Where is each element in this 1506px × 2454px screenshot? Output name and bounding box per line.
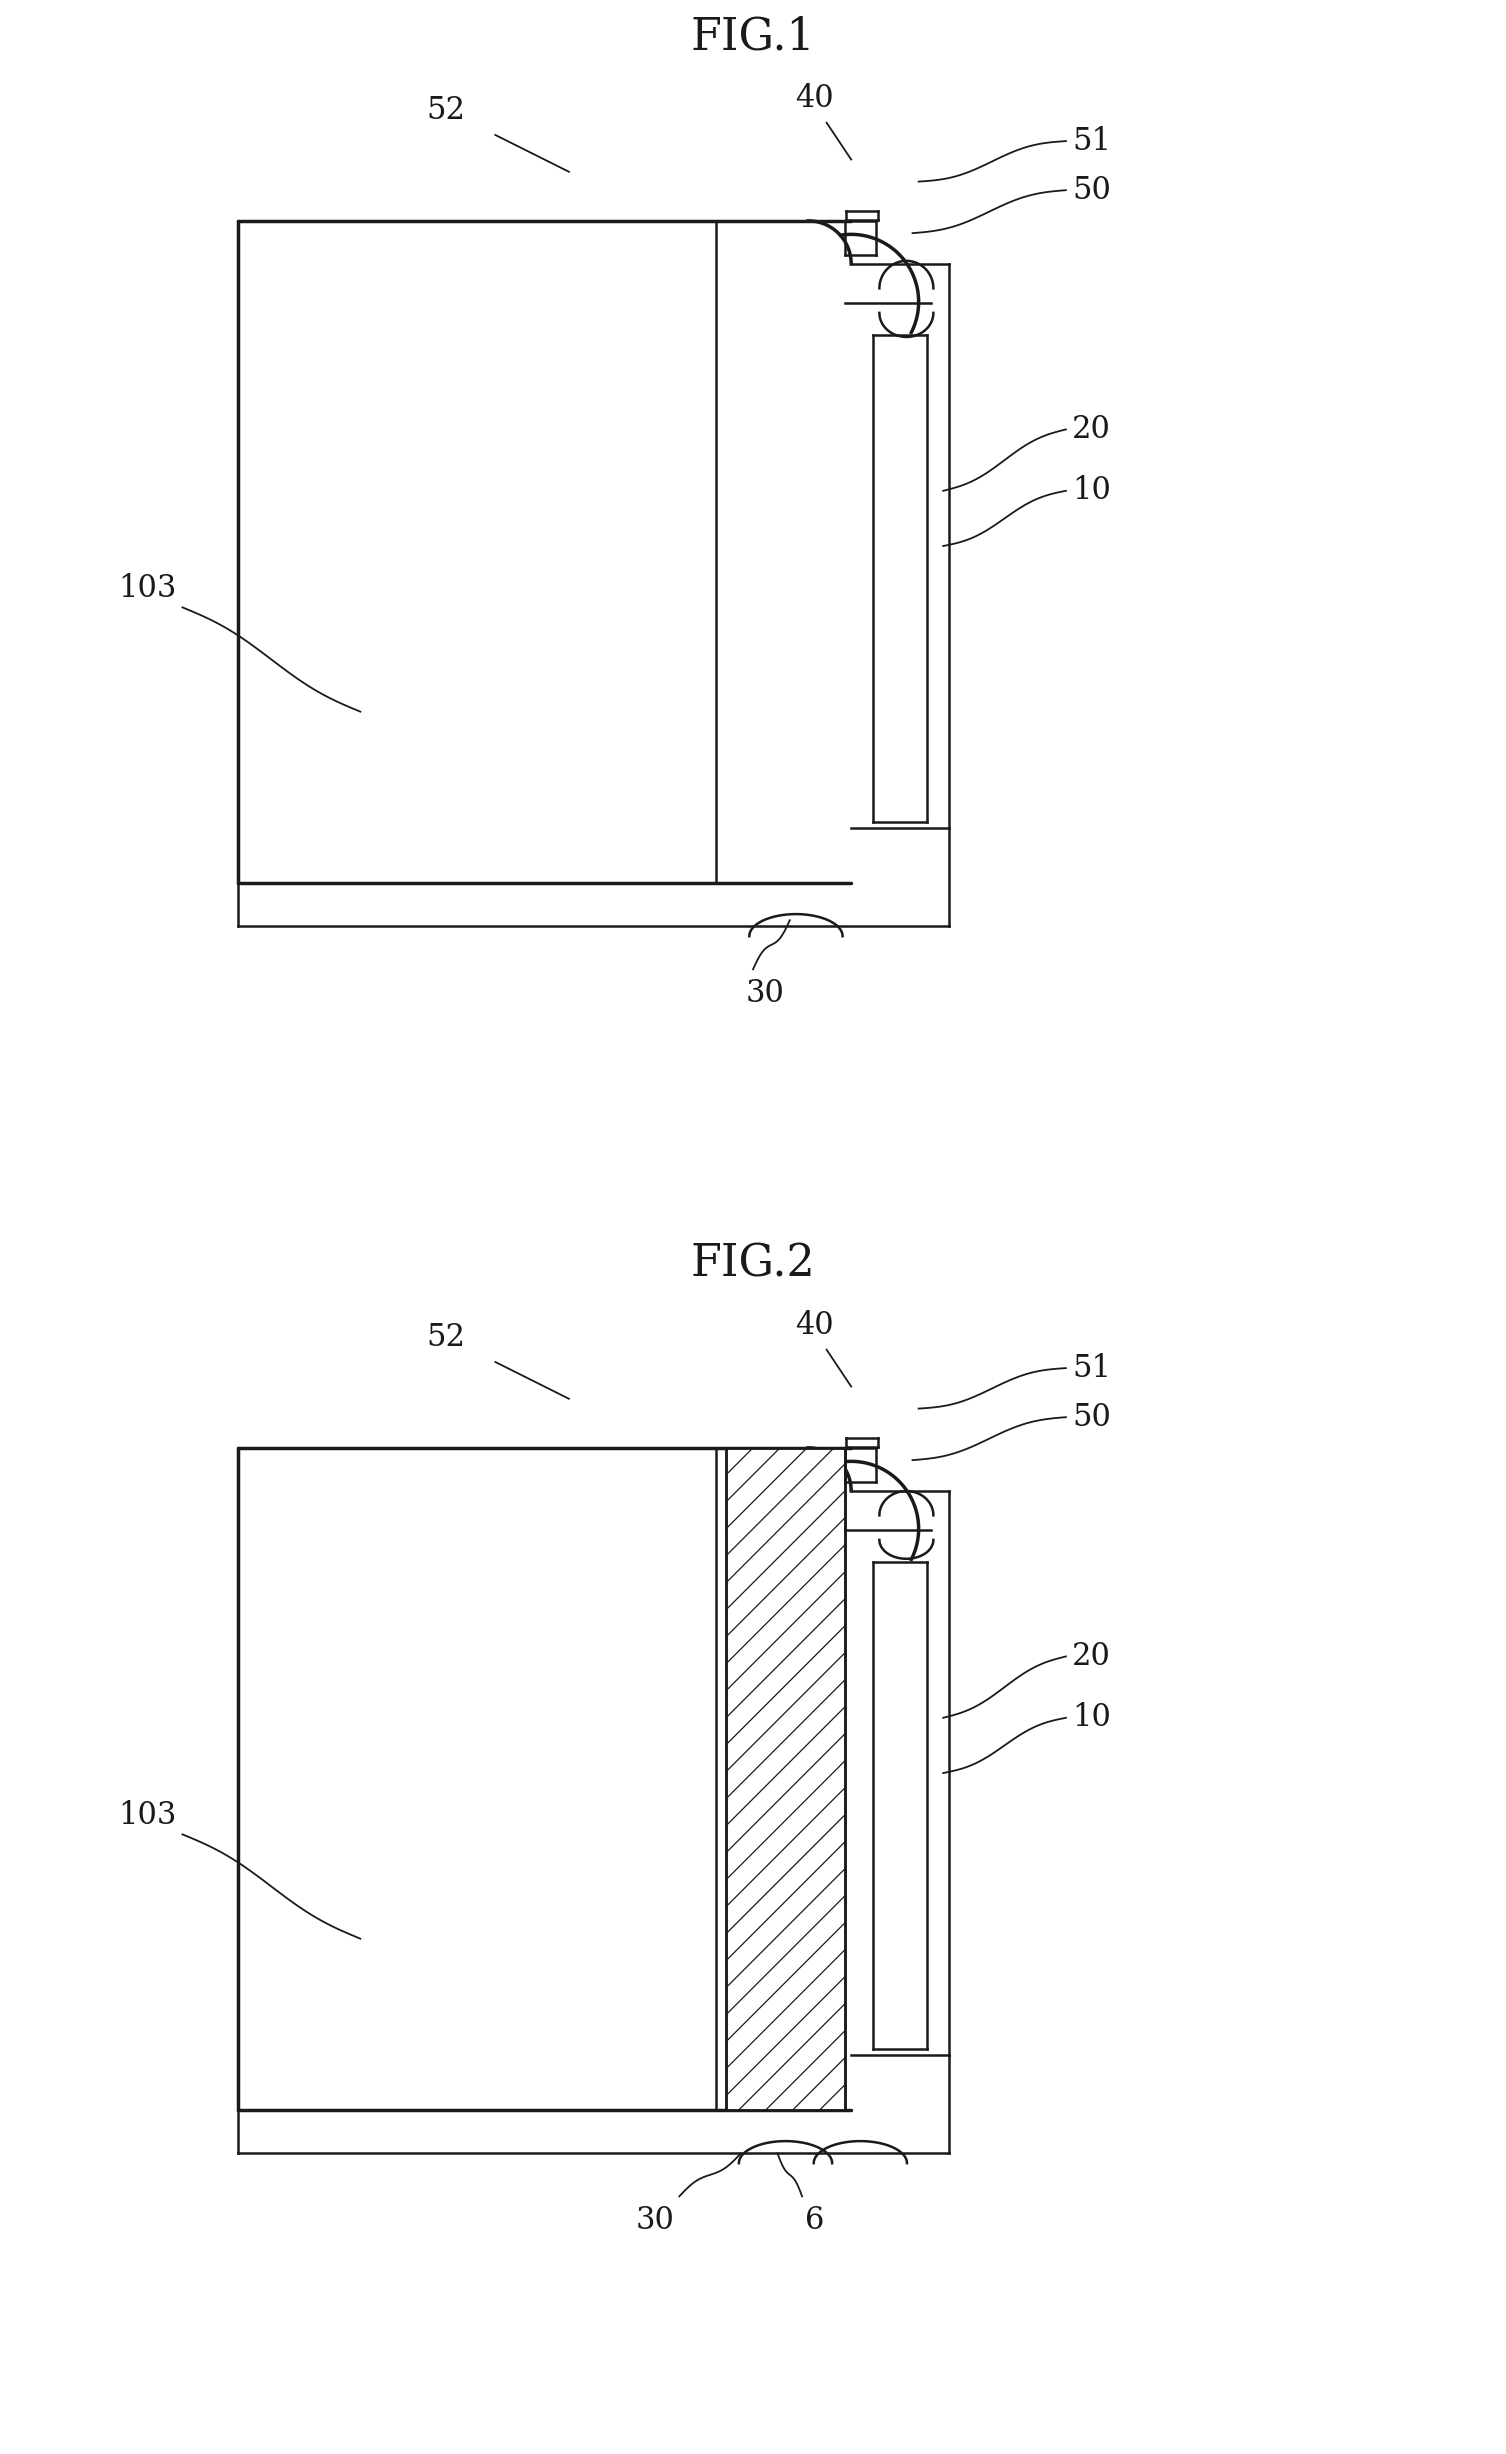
Text: 30: 30 [636, 2206, 675, 2236]
Text: 30: 30 [745, 979, 785, 1009]
Text: 103: 103 [117, 574, 176, 604]
Polygon shape [726, 1448, 845, 2110]
Text: 6: 6 [804, 2206, 824, 2236]
Text: 52: 52 [426, 96, 465, 125]
Text: 20: 20 [1072, 415, 1111, 444]
Text: 50: 50 [1072, 1401, 1111, 1433]
Text: FIG.2: FIG.2 [691, 1242, 815, 1286]
Text: 51: 51 [1072, 125, 1111, 157]
Text: 40: 40 [795, 83, 834, 113]
Text: 10: 10 [1072, 1703, 1111, 1733]
Text: 51: 51 [1072, 1352, 1111, 1384]
Text: 103: 103 [117, 1801, 176, 1831]
Text: 50: 50 [1072, 174, 1111, 206]
Text: 10: 10 [1072, 476, 1111, 506]
Text: 52: 52 [426, 1323, 465, 1352]
Text: 20: 20 [1072, 1642, 1111, 1671]
Text: 40: 40 [795, 1310, 834, 1340]
Text: FIG.1: FIG.1 [691, 15, 815, 59]
